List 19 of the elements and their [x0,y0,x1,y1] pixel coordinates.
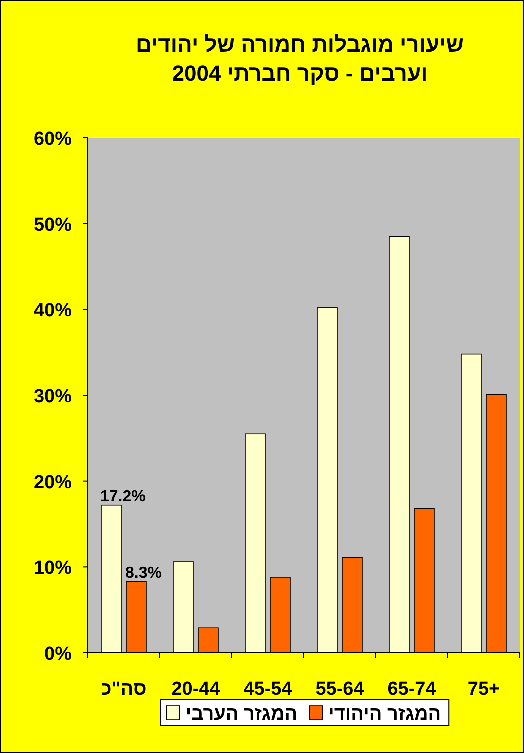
x-tick-label: 65-74 [388,679,437,700]
x-tick-label: סה"כ [101,679,147,700]
y-tick-label: 50% [34,214,72,236]
y-tick-label: 20% [34,472,72,494]
y-tick-label: 0% [44,644,72,665]
y-tick-label: 30% [34,386,72,408]
y-tick-label: 40% [34,300,72,322]
legend-label: המגזר הערבי [186,704,298,725]
title: שיעורי מוגבלות חמורה של יהודים וערבים - סקר חברתי 2004 [136,32,464,86]
legend-label: המגזר היהודי [328,704,442,725]
x-tick-label: 45-54 [244,679,293,700]
x-tick-label: 55-64 [316,679,365,700]
data-label: 17.2% [100,488,146,506]
x-tick-label: 20-44 [172,679,221,700]
y-tick-label: 60% [34,129,72,150]
data-label: 8.3% [126,564,162,582]
y-tick-label: 10% [34,558,72,580]
legend: המגזר הערבי המגזר היהודי [160,700,450,726]
x-tick-label: 75+ [468,679,500,700]
